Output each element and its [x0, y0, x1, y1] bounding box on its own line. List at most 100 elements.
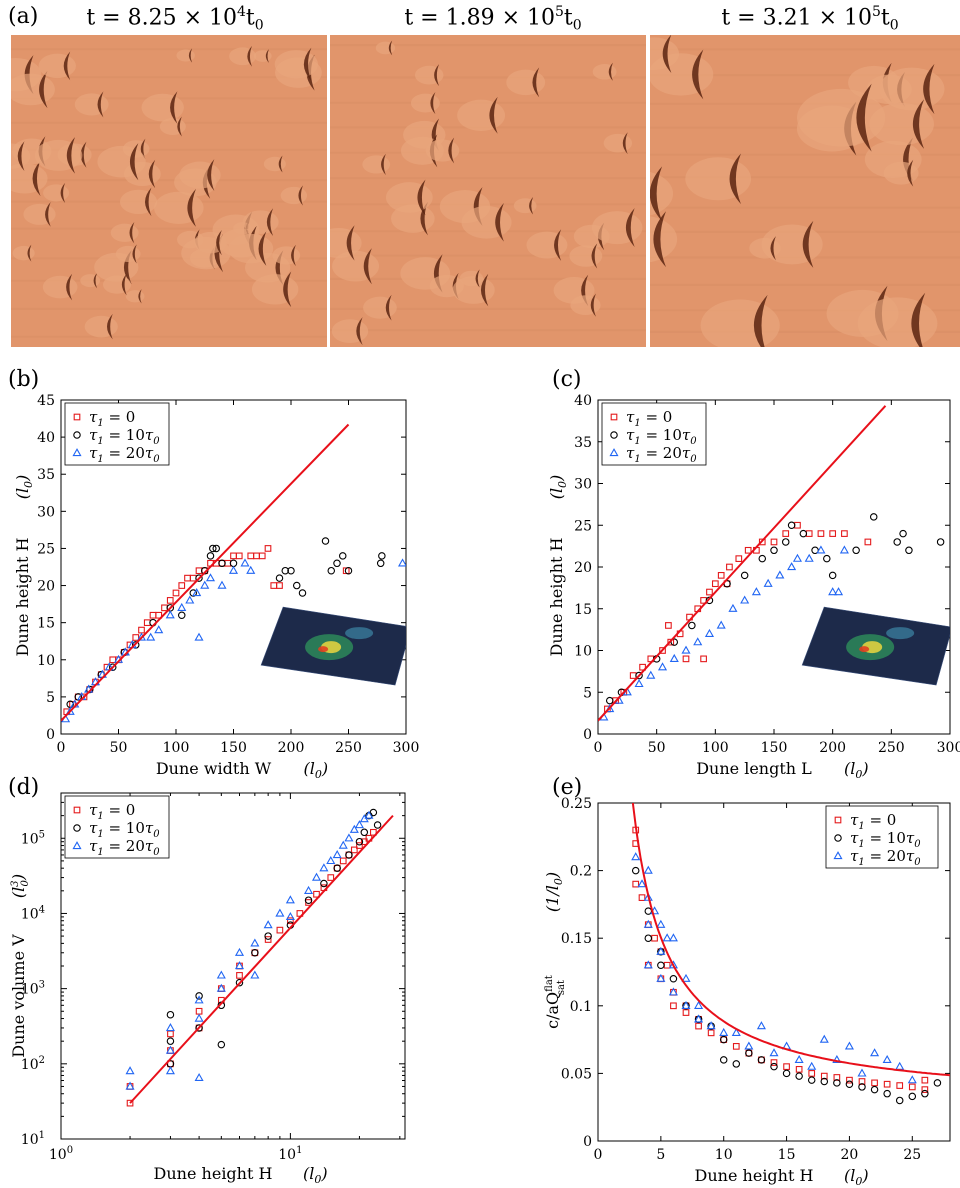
data-point — [829, 530, 837, 537]
y-axis-label: Dune height H — [547, 538, 566, 657]
dune-body — [280, 186, 308, 205]
data-point — [732, 1060, 741, 1068]
dune-slip-face — [802, 220, 814, 268]
y-tick-label: 40 — [37, 430, 55, 446]
y-tick-label: 0.15 — [561, 931, 592, 947]
data-point — [807, 1076, 816, 1084]
data-point — [711, 580, 719, 588]
dune-slip-face — [278, 155, 283, 173]
data-point — [155, 611, 163, 619]
dune-body — [414, 65, 444, 85]
sand-streak — [650, 283, 960, 286]
data-point — [682, 655, 690, 663]
legend-marker — [73, 413, 81, 421]
dune-slip-face — [177, 116, 182, 137]
data-point — [354, 820, 364, 829]
data-point — [189, 589, 198, 597]
data-point — [194, 995, 204, 1004]
chart-c: (c) 0 50 100 150 200 250 300 0 5 10 15 20 25 30 35 40 τ1… — [547, 367, 960, 781]
data-point — [896, 1082, 904, 1089]
data-point — [166, 1037, 175, 1045]
data-point — [694, 1014, 704, 1023]
data-point — [643, 960, 653, 969]
data-point — [631, 852, 641, 861]
data-point — [126, 1099, 134, 1107]
sand-streak — [11, 307, 327, 310]
data-point — [844, 1041, 854, 1050]
dune-slip-face — [480, 273, 489, 307]
dune-slip-face — [430, 91, 436, 115]
dune-slip-face — [60, 182, 66, 203]
data-point — [726, 563, 733, 571]
sand-streak — [330, 254, 646, 257]
sand-streak — [330, 151, 646, 154]
data-point — [217, 580, 227, 589]
y-tick-label: 15 — [574, 602, 592, 618]
sand-streak — [330, 277, 646, 280]
legend-label: τ1 = 10τ0 — [89, 426, 160, 447]
data-point — [195, 992, 203, 1000]
data-point — [693, 637, 703, 646]
data-point — [719, 1056, 728, 1064]
data-point — [823, 554, 831, 563]
dune-slip-face — [45, 201, 51, 227]
data-point — [209, 544, 217, 553]
y-tick-label: 20 — [37, 579, 55, 595]
data-point — [662, 933, 672, 942]
data-point — [275, 574, 284, 582]
data-point — [657, 662, 668, 671]
legend-label: τ1 = 0 — [850, 811, 896, 832]
data-point — [758, 538, 766, 546]
data-point — [770, 1059, 778, 1066]
data-layer — [125, 808, 394, 1107]
data-point — [311, 872, 322, 881]
data-point — [745, 1049, 753, 1057]
dune-body — [869, 102, 935, 146]
legend-marker — [610, 431, 618, 439]
dune-body — [363, 296, 397, 319]
dune-body — [526, 231, 568, 259]
data-point — [681, 645, 691, 654]
dune-slip-face — [291, 244, 296, 267]
y-tick-label: 25 — [574, 518, 592, 534]
data-point — [216, 983, 226, 992]
dune-body — [410, 93, 440, 113]
dune-field-1 — [11, 45, 327, 340]
legend-box — [825, 805, 939, 869]
y-tick-label: 0.1 — [570, 999, 592, 1015]
data-point — [349, 824, 359, 833]
y-tick-label: 45 — [37, 393, 55, 409]
x-tick-label: 300 — [393, 740, 420, 756]
data-point — [732, 1043, 740, 1050]
panel-a-label: (a) — [8, 4, 39, 29]
dune-slip-face — [298, 185, 304, 206]
x-tick-label: 200 — [819, 740, 846, 756]
dune-body — [43, 184, 70, 202]
dune-slip-face — [93, 272, 98, 289]
data-point — [285, 895, 295, 904]
data-point — [378, 552, 386, 560]
y-axis-unit: (1/l0) — [543, 872, 565, 912]
dune-slip-face — [692, 49, 704, 100]
dune-body — [263, 156, 286, 172]
data-point — [327, 566, 335, 575]
data-point — [263, 920, 273, 929]
dune-slip-face — [265, 49, 269, 63]
sand-streak — [11, 48, 327, 51]
data-point — [638, 894, 646, 901]
dune-slip-face — [121, 273, 127, 296]
dune-slip-face — [356, 317, 363, 346]
data-point — [795, 1065, 803, 1073]
data-point — [659, 647, 666, 654]
data-point — [895, 1096, 904, 1105]
data-point — [770, 1062, 778, 1071]
data-point — [828, 587, 838, 596]
dune-3d-inset — [801, 606, 950, 686]
dune-body — [506, 69, 546, 96]
data-point — [817, 530, 825, 537]
sand-streak — [650, 74, 960, 77]
x-tick-label: 101 — [278, 1145, 302, 1163]
legend-marker — [610, 413, 618, 421]
x-tick-label: 250 — [878, 740, 905, 756]
